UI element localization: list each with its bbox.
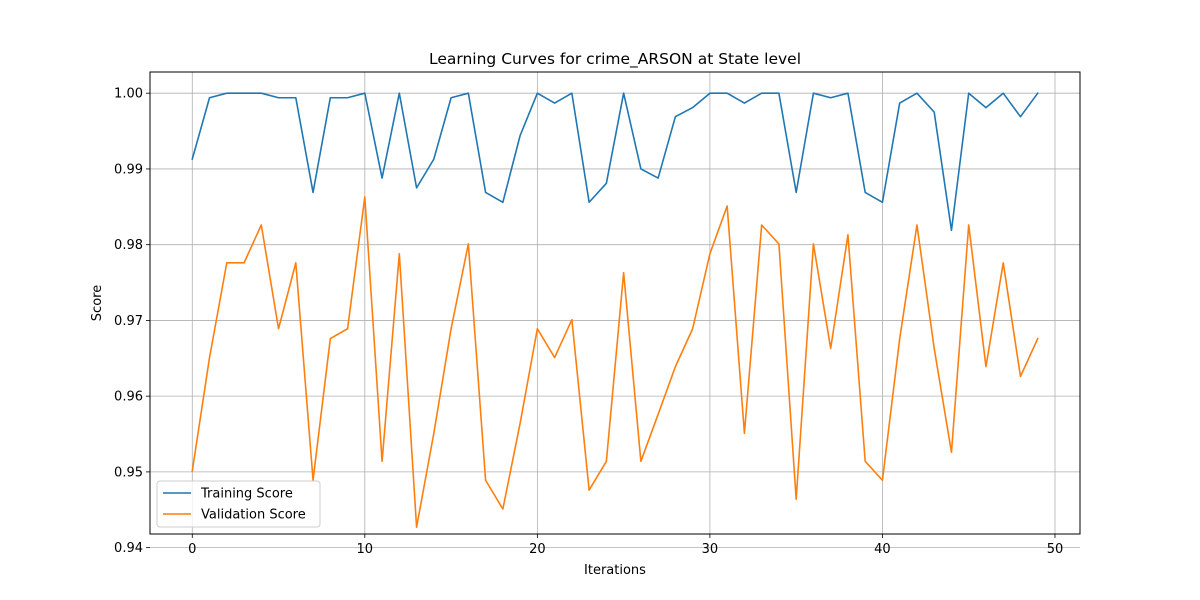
x-tick-label: 10 <box>357 542 374 557</box>
legend-label: Validation Score <box>201 508 306 523</box>
series-layer <box>191 92 1039 528</box>
x-tick-label: 30 <box>702 542 719 557</box>
series-line-validation-score <box>191 196 1039 528</box>
y-tick-label: 0.96 <box>114 390 143 405</box>
axis-ticks: 0 10 20 30 40 50 0.94 0.95 0.96 0.97 0.98 0.99 1.00 <box>114 87 1063 557</box>
grid <box>150 72 1080 549</box>
y-tick-label: 0.94 <box>114 541 143 556</box>
y-tick-label: 0.98 <box>114 238 143 253</box>
legend-box <box>156 480 321 528</box>
y-tick-label: 1.00 <box>114 87 143 102</box>
series-line-training-score <box>191 92 1039 232</box>
plot-frame <box>149 71 1081 535</box>
y-tick-label: 0.97 <box>114 314 143 329</box>
chart-title: Learning Curves for crime_ARSON at State… <box>429 50 801 69</box>
y-axis-title: Score <box>90 285 105 321</box>
y-tick-label: 0.95 <box>114 465 143 480</box>
x-axis-title: Iterations <box>584 563 646 578</box>
x-tick-label: 40 <box>874 542 891 557</box>
x-tick-label: 0 <box>188 542 196 557</box>
y-tick-label: 0.99 <box>114 162 143 177</box>
legend: Training Score Validation Score <box>156 480 321 528</box>
legend-label: Training Score <box>200 487 293 502</box>
x-tick-label: 20 <box>529 542 546 557</box>
x-tick-label: 50 <box>1047 542 1064 557</box>
